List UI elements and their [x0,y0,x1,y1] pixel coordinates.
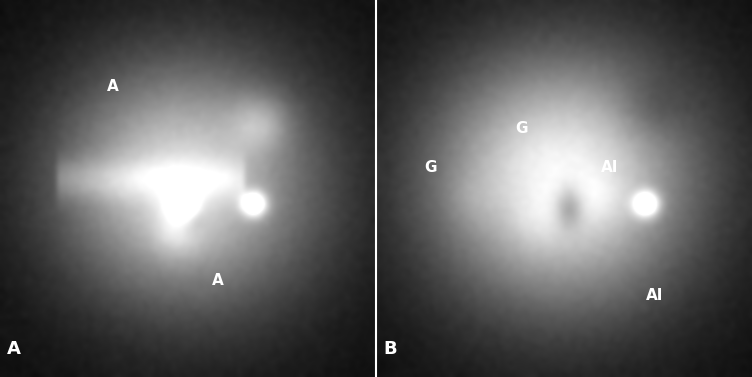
Text: G: G [425,160,437,175]
Text: B: B [384,340,397,358]
Text: A: A [212,273,223,288]
Text: G: G [515,121,527,136]
Text: AI: AI [646,288,663,303]
Text: AI: AI [601,160,618,175]
Text: A: A [107,79,119,94]
Text: A: A [7,340,20,358]
